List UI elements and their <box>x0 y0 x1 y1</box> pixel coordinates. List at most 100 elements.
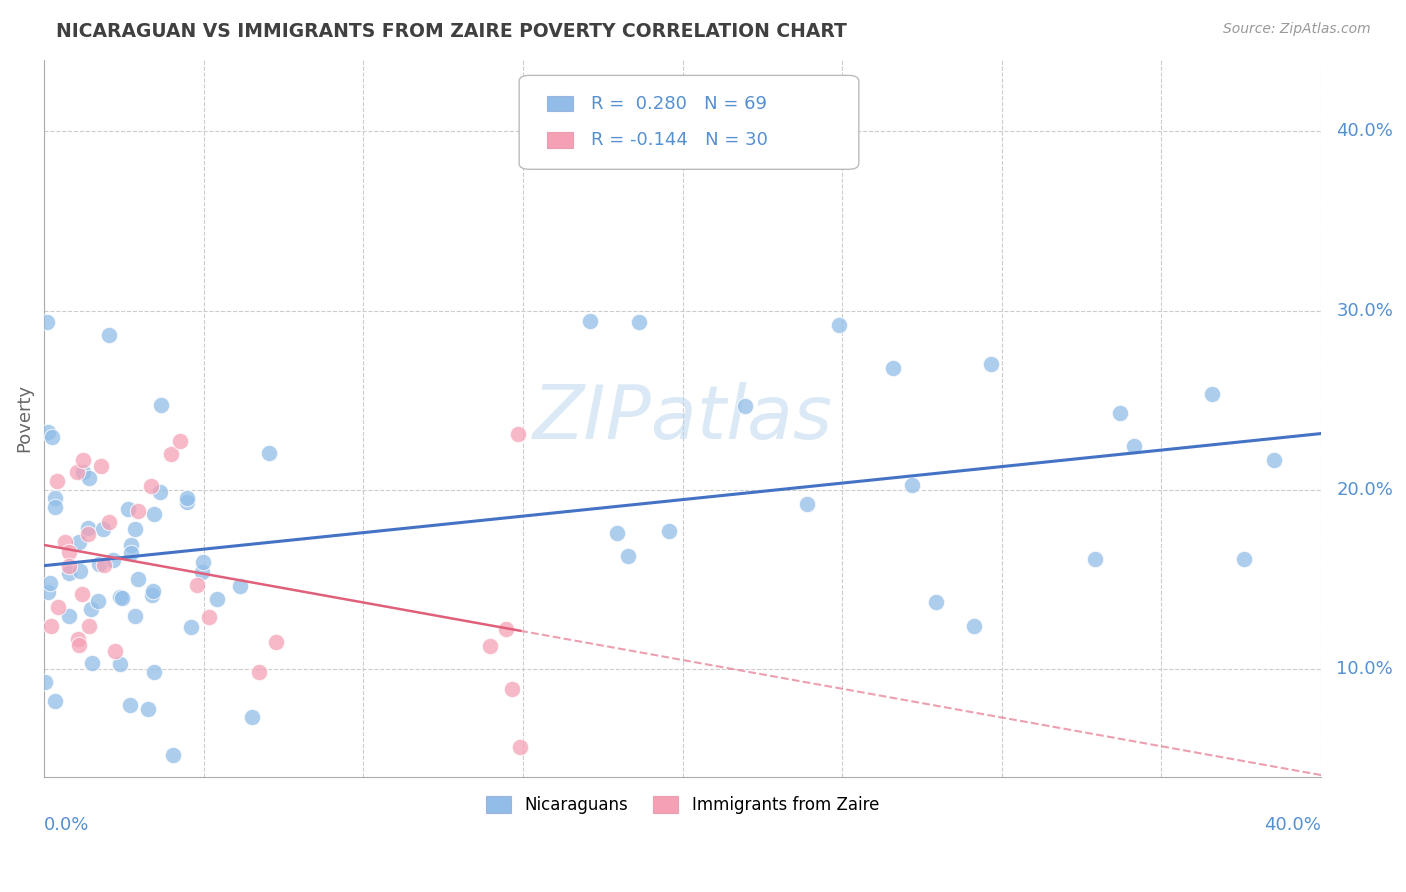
Point <box>37 315 59 329</box>
Point <box>509 739 531 754</box>
Point <box>796 497 818 511</box>
Point <box>120 538 142 552</box>
Legend: Nicaraguans, Immigrants from Zaire: Nicaraguans, Immigrants from Zaire <box>478 788 887 822</box>
Point <box>1122 439 1144 453</box>
Point <box>86 594 108 608</box>
Point <box>1201 387 1223 401</box>
Point <box>198 609 221 624</box>
Point <box>240 710 263 724</box>
Text: NICARAGUAN VS IMMIGRANTS FROM ZAIRE POVERTY CORRELATION CHART: NICARAGUAN VS IMMIGRANTS FROM ZAIRE POVE… <box>56 22 846 41</box>
Point <box>963 619 986 633</box>
Point <box>46 600 69 615</box>
Point <box>91 522 114 536</box>
Point <box>925 594 948 608</box>
Point <box>108 657 131 672</box>
Point <box>159 447 181 461</box>
Point <box>67 534 90 549</box>
Point <box>38 576 60 591</box>
Point <box>77 520 100 534</box>
Point <box>58 559 80 574</box>
Point <box>141 588 163 602</box>
Text: 10.0%: 10.0% <box>1336 660 1393 678</box>
Point <box>264 635 287 649</box>
FancyBboxPatch shape <box>547 132 572 148</box>
Point <box>76 527 98 541</box>
Point <box>87 557 110 571</box>
Point <box>617 549 640 563</box>
Point <box>41 430 63 444</box>
Point <box>58 566 80 580</box>
Text: ZIPatlas: ZIPatlas <box>533 382 832 454</box>
Point <box>44 694 66 708</box>
Point <box>108 590 131 604</box>
Point <box>176 491 198 505</box>
Point <box>1109 406 1132 420</box>
Point <box>79 602 101 616</box>
FancyBboxPatch shape <box>547 95 572 112</box>
Point <box>37 585 59 599</box>
Point <box>138 702 160 716</box>
Point <box>149 484 172 499</box>
Point <box>169 434 191 449</box>
Point <box>142 583 165 598</box>
Point <box>229 579 252 593</box>
Point <box>882 361 904 376</box>
Text: 30.0%: 30.0% <box>1336 301 1393 319</box>
Point <box>34 674 56 689</box>
Point <box>495 622 517 636</box>
Text: R = -0.144   N = 30: R = -0.144 N = 30 <box>591 131 768 150</box>
FancyBboxPatch shape <box>519 76 859 169</box>
Point <box>124 523 146 537</box>
Point <box>142 507 165 521</box>
Text: 0.0%: 0.0% <box>44 816 90 834</box>
Point <box>70 587 93 601</box>
Point <box>139 479 162 493</box>
Point <box>72 453 94 467</box>
Point <box>104 644 127 658</box>
Point <box>117 501 139 516</box>
Point <box>627 315 650 329</box>
Point <box>120 698 142 712</box>
Point <box>506 426 529 441</box>
Point <box>176 495 198 509</box>
Point <box>69 564 91 578</box>
Y-axis label: Poverty: Poverty <box>15 384 32 452</box>
Point <box>111 591 134 605</box>
Point <box>44 500 66 514</box>
Point <box>828 318 851 333</box>
Point <box>93 558 115 573</box>
Point <box>127 572 149 586</box>
Point <box>180 620 202 634</box>
Point <box>257 445 280 459</box>
Point <box>97 327 120 342</box>
Point <box>77 471 100 485</box>
Point <box>124 609 146 624</box>
Point <box>98 516 121 530</box>
Point <box>149 398 172 412</box>
Point <box>606 525 628 540</box>
Point <box>1263 453 1285 467</box>
Point <box>186 578 208 592</box>
Point <box>205 592 228 607</box>
Point <box>901 478 924 492</box>
Point <box>37 425 59 440</box>
Text: Source: ZipAtlas.com: Source: ZipAtlas.com <box>1223 22 1371 37</box>
Point <box>72 465 94 479</box>
Point <box>101 553 124 567</box>
Point <box>1084 552 1107 566</box>
Text: R =  0.280   N = 69: R = 0.280 N = 69 <box>591 95 766 113</box>
Point <box>46 474 69 488</box>
Point <box>66 632 89 646</box>
Point <box>142 665 165 679</box>
Point <box>578 314 600 328</box>
Point <box>247 665 270 680</box>
Point <box>191 555 214 569</box>
Point <box>191 565 214 579</box>
Point <box>501 681 523 696</box>
Point <box>980 357 1002 371</box>
Point <box>658 524 681 538</box>
Point <box>58 545 80 559</box>
Text: 20.0%: 20.0% <box>1336 481 1393 499</box>
Point <box>53 535 76 549</box>
Point <box>58 609 80 624</box>
